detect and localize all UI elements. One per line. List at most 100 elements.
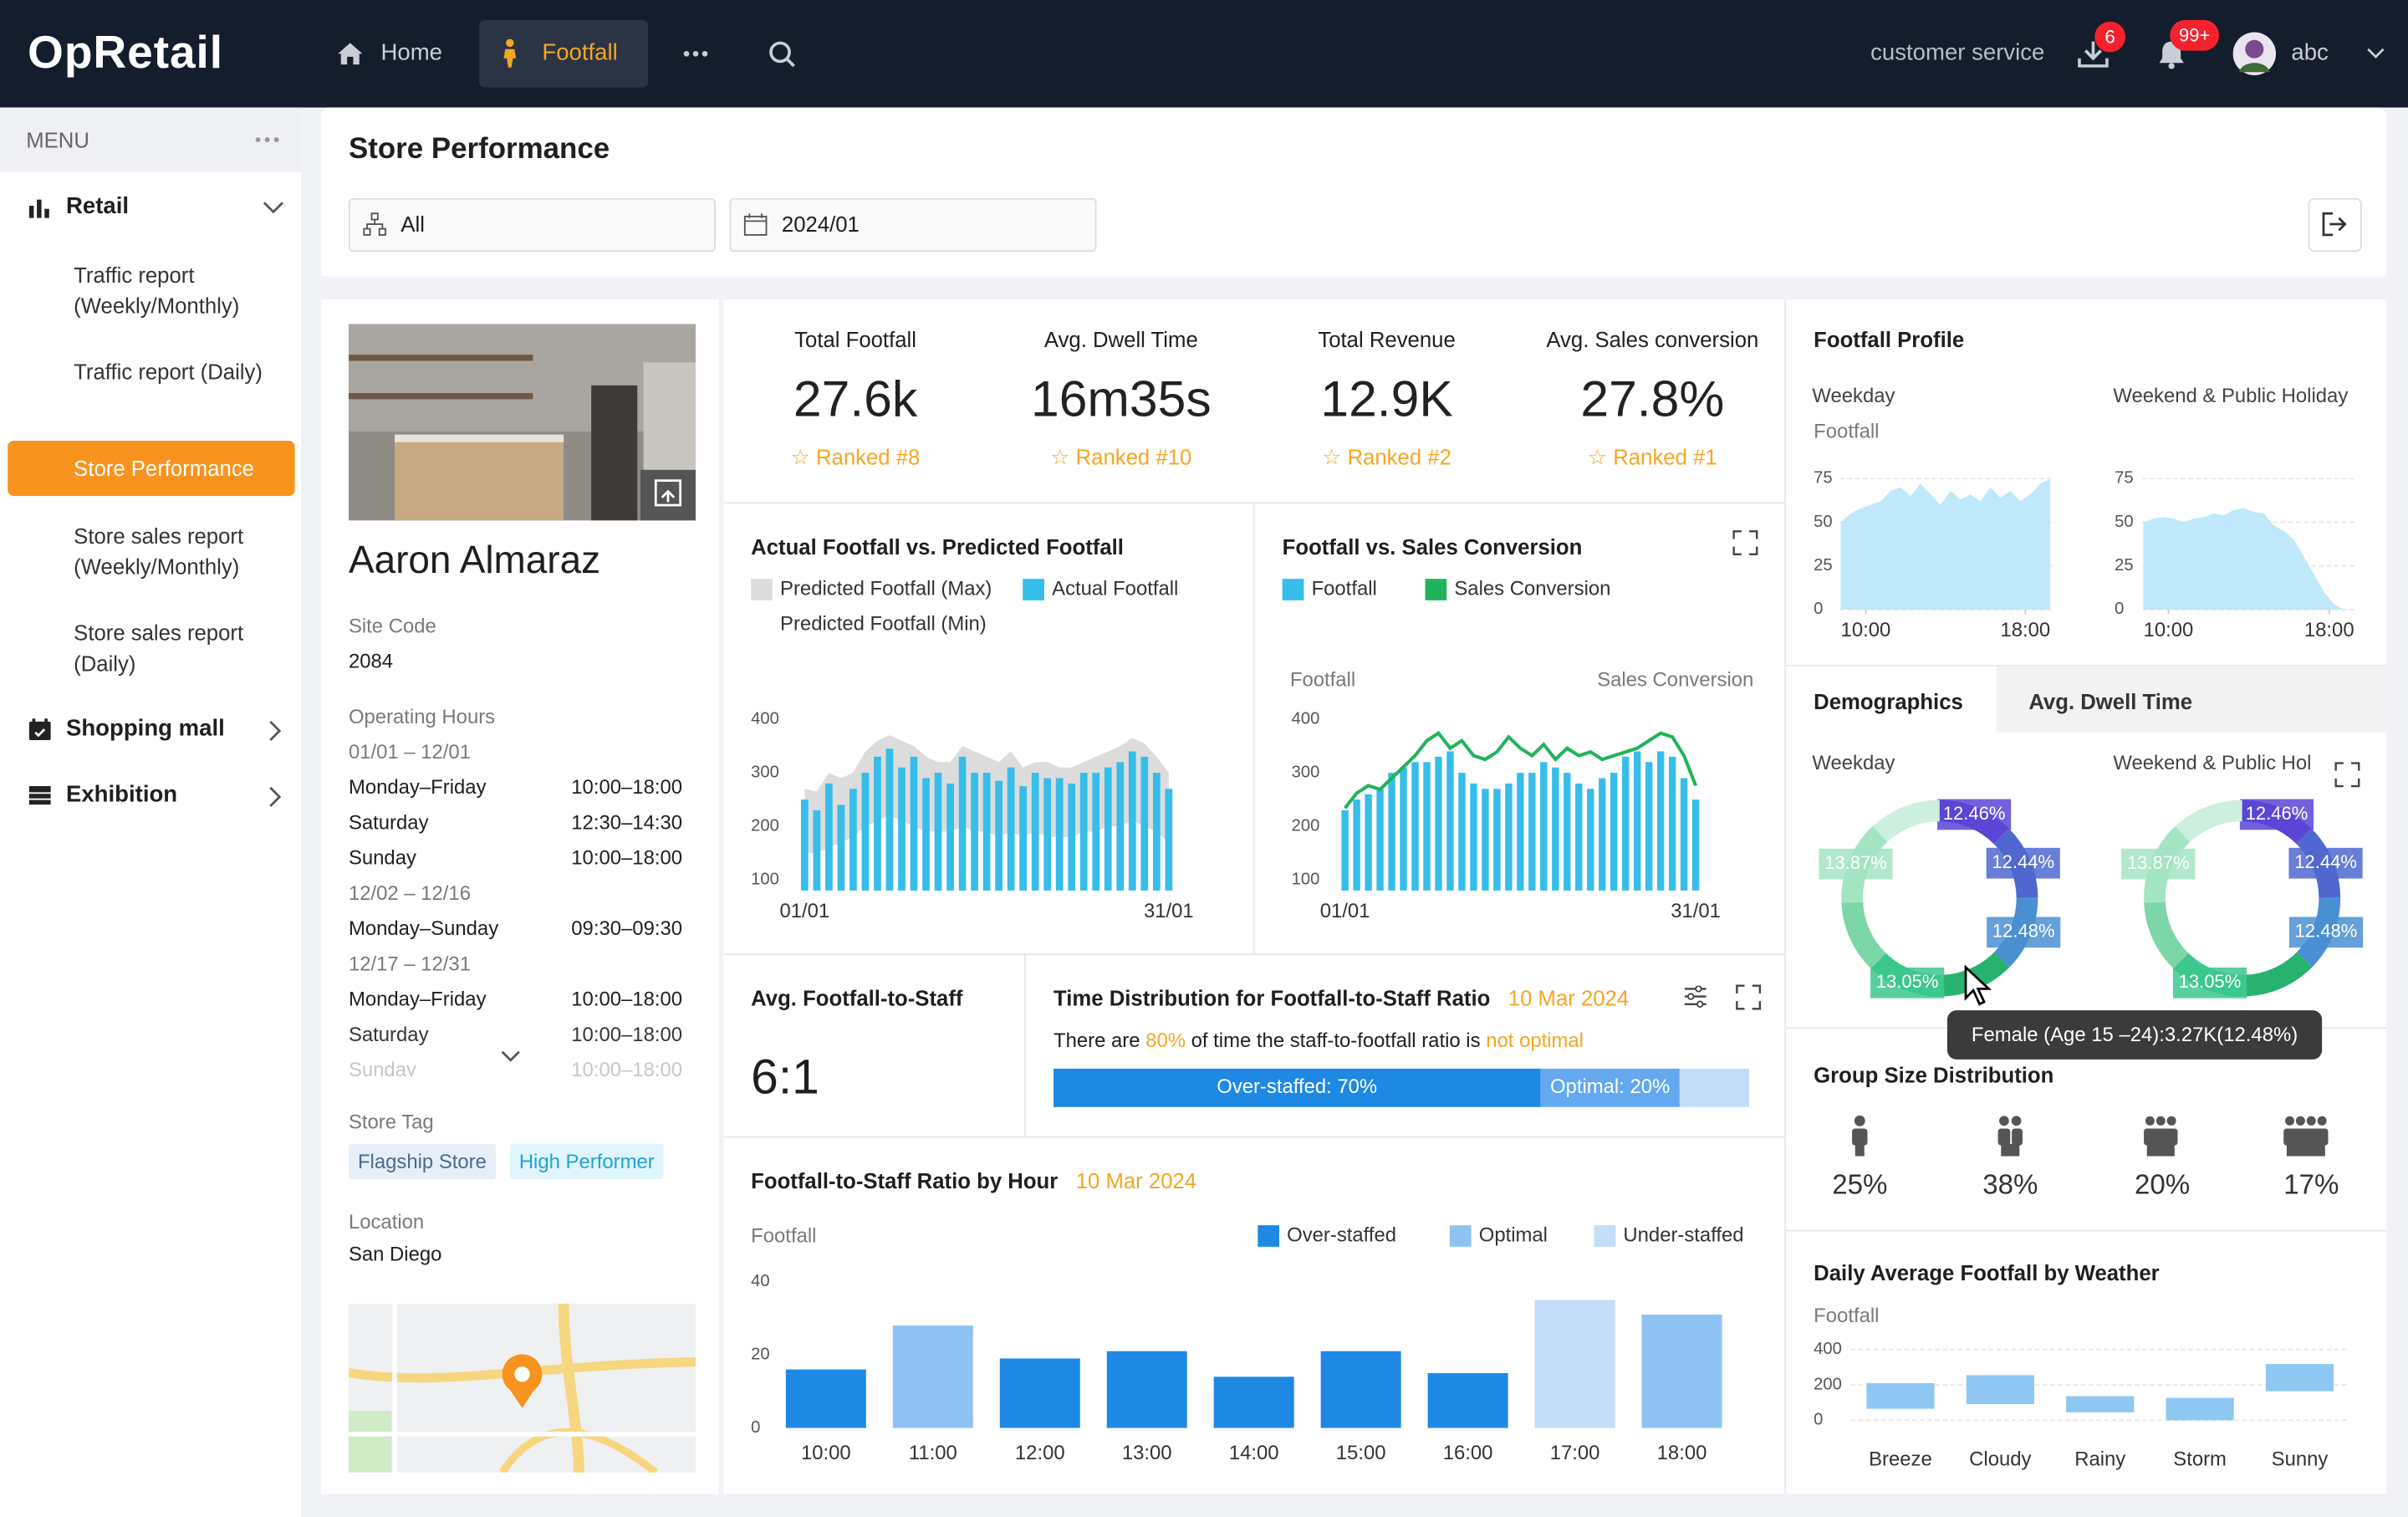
icon-shape [34,728,46,738]
kpi-label: Total Footfall [794,327,916,352]
nav-footfall[interactable]: Footfall [542,39,618,66]
axis-label: Footfall [1289,667,1356,692]
tab-active[interactable]: Demographics [1814,689,1963,714]
icon-shape [269,720,282,741]
menu-group[interactable]: Shopping mall [65,715,225,742]
group-size-value: 25% [1832,1169,1888,1200]
home-icon [338,43,363,65]
footfall-icon [503,38,517,68]
menu-item[interactable]: Store sales report (Daily) [74,620,244,676]
menu-active-bg[interactable] [8,440,295,497]
expand-icon[interactable] [2334,762,2360,788]
chart-title: Footfall Profile [1814,327,1965,352]
brand-logo[interactable]: OpRetail [28,28,223,79]
org-icon [363,212,386,236]
decoration [2011,1116,2022,1126]
icon-shape [1732,530,1758,556]
hours-row: 10:00–18:00 [571,775,683,799]
icon-shape [348,1357,696,1383]
decoration [363,227,371,236]
divider [723,1136,1785,1138]
chevron-right[interactable] [268,720,282,742]
decoration [1854,1143,1865,1157]
store-filter-value[interactable]: All [400,212,425,237]
decoration [743,215,768,236]
field-label: Operating Hours [348,704,496,728]
metrics-panel [723,299,2387,1494]
hours-row: Saturday [348,1022,429,1046]
tab[interactable]: Avg. Dwell Time [2028,689,2193,714]
decoration [2317,1116,2327,1126]
chart-subtitle: Weekday [1812,750,1895,774]
export-button[interactable] [2308,197,2362,253]
customer-service[interactable]: customer service [1870,39,2045,66]
date-filter-value[interactable]: 2024/01 [781,212,860,237]
divider [1786,1229,2387,1232]
menu-more[interactable] [253,135,281,145]
menu-item[interactable]: Traffic report (Weekly/Monthly) [74,262,240,319]
date-filter[interactable] [729,197,1097,253]
download-icon[interactable] [2078,40,2109,68]
bell-badge: 99+ [2170,19,2220,51]
chart-title-text: Time Distribution for Footfall-to-Staff … [1053,985,1491,1011]
decoration [2283,1116,2329,1157]
kpi-value: 27.6k [793,370,918,427]
search-icon[interactable] [768,40,795,68]
kpi-value: 27.8% [1580,370,1725,427]
avatar[interactable] [2232,32,2277,75]
decoration [273,137,279,143]
icon-shape [786,58,795,68]
expand-icon[interactable] [1732,529,1758,556]
store-filter[interactable] [348,197,716,253]
chart-subtitle: Weekday [1812,384,1895,407]
decoration [2245,39,2264,59]
staff-ratio-title: Avg. Footfall-to-Staff [751,985,963,1011]
nav-home[interactable]: Home [380,39,443,66]
filter-icon[interactable] [1683,985,1707,1009]
chart-date: 10 Mar 2024 [1508,985,1630,1011]
divider [723,953,1785,956]
icon-shape [1736,984,1762,1010]
decoration [2144,1128,2178,1146]
menu-item-active[interactable]: Store Performance [74,456,254,481]
calendar-icon [743,213,768,236]
store-tag: Flagship Store [348,1143,496,1180]
user-name[interactable]: abc [2291,39,2329,66]
location-map[interactable] [348,1303,696,1473]
hours-expand[interactable] [501,1050,521,1063]
photo-upload-icon[interactable] [654,479,682,507]
expand-icon[interactable] [1736,984,1762,1010]
icon-shape [558,1303,584,1473]
menu-group[interactable]: Exhibition [65,781,178,808]
export-icon [2322,212,2347,237]
menu-group[interactable]: Retail [65,193,130,220]
decoration [1852,1128,1868,1146]
decoration [1852,1115,1868,1157]
menu-item[interactable]: Traffic report (Daily) [74,359,263,385]
user-chevron[interactable] [2366,48,2385,60]
hours-list: 01/01 – 12/01 Monday–Friday 10:00–18:00 Sat… [349,735,701,1076]
hours-row: Monday–Friday [348,775,487,799]
chevron-right[interactable] [268,786,282,808]
group-icons [1852,1115,2329,1157]
decoration [32,718,36,725]
menu-item[interactable]: Store sales report (Weekly/Monthly) [74,524,244,580]
chart-subtitle: Weekend & Public Holiday [2113,384,2349,407]
tab-inactive[interactable] [1996,666,2387,733]
chevron-down[interactable] [263,202,284,214]
decoration [255,137,261,143]
hours-row: 10:00–18:00 [571,1058,683,1077]
divider [1784,299,1787,1494]
axis-label: Footfall [1814,419,1880,442]
decoration [692,50,699,57]
decoration [2166,1116,2176,1126]
decoration [1695,985,1702,993]
decoration [1687,993,1695,1000]
axis-label: Sales Conversion [1597,667,1754,692]
kpi-rank-text: Ranked #1 [1613,444,1717,469]
field-label: Site Code [348,614,436,637]
nav-more[interactable] [682,49,710,59]
decoration [348,324,696,432]
